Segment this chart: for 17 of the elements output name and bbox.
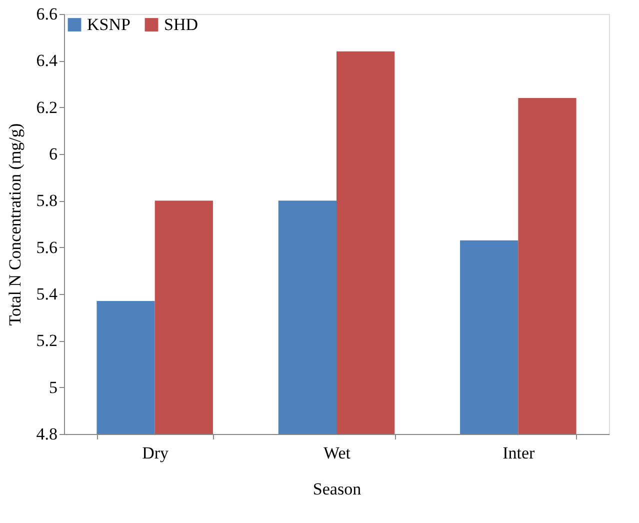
y-axis-title: Total N Concentration (mg/g) bbox=[5, 123, 24, 326]
y-tick-label: 5.4 bbox=[36, 284, 58, 304]
y-tick-label: 5.6 bbox=[36, 238, 58, 257]
x-axis-title: Season bbox=[312, 480, 362, 498]
y-tick-label: 6 bbox=[49, 144, 58, 164]
x-tick-label: Dry bbox=[142, 444, 170, 462]
y-tick-label: 5 bbox=[49, 378, 58, 397]
y-tick-label: 6.2 bbox=[36, 98, 58, 117]
y-tick-label: 6.6 bbox=[36, 4, 58, 24]
legend-label: SHD bbox=[164, 14, 198, 34]
x-tick-label: Inter bbox=[502, 444, 536, 462]
y-tick-label: 5.8 bbox=[36, 191, 58, 210]
legend-label: KSNP bbox=[87, 14, 130, 34]
x-tick-label: Wet bbox=[324, 444, 351, 462]
y-tick-label: 6.4 bbox=[36, 51, 58, 70]
y-tick-label: 5.2 bbox=[36, 331, 58, 350]
y-tick-label: 4.8 bbox=[36, 424, 58, 444]
